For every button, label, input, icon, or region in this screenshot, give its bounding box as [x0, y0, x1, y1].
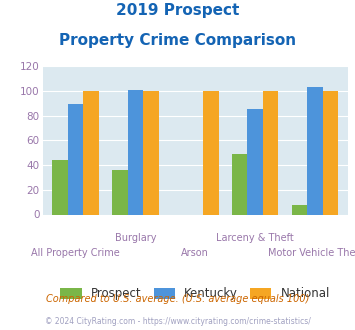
Text: Motor Vehicle Theft: Motor Vehicle Theft: [268, 248, 355, 257]
Bar: [291, 205, 307, 214]
Text: Burglary: Burglary: [115, 233, 156, 243]
Bar: [127, 89, 143, 214]
Text: © 2024 CityRating.com - https://www.cityrating.com/crime-statistics/: © 2024 CityRating.com - https://www.city…: [45, 317, 310, 326]
Bar: [112, 170, 127, 215]
Text: Property Crime Comparison: Property Crime Comparison: [59, 33, 296, 48]
Bar: [307, 87, 323, 214]
Text: Larceny & Theft: Larceny & Theft: [216, 233, 294, 243]
Bar: [203, 91, 219, 214]
Legend: Prospect, Kentucky, National: Prospect, Kentucky, National: [56, 283, 335, 305]
Text: Compared to U.S. average. (U.S. average equals 100): Compared to U.S. average. (U.S. average …: [46, 294, 309, 304]
Bar: [247, 109, 263, 214]
Bar: [68, 104, 83, 214]
Bar: [323, 91, 338, 214]
Text: All Property Crime: All Property Crime: [31, 248, 120, 257]
Bar: [232, 154, 247, 214]
Bar: [83, 91, 99, 214]
Bar: [52, 160, 68, 214]
Text: 2019 Prospect: 2019 Prospect: [116, 3, 239, 18]
Text: Arson: Arson: [181, 248, 209, 257]
Bar: [143, 91, 159, 214]
Bar: [263, 91, 278, 214]
